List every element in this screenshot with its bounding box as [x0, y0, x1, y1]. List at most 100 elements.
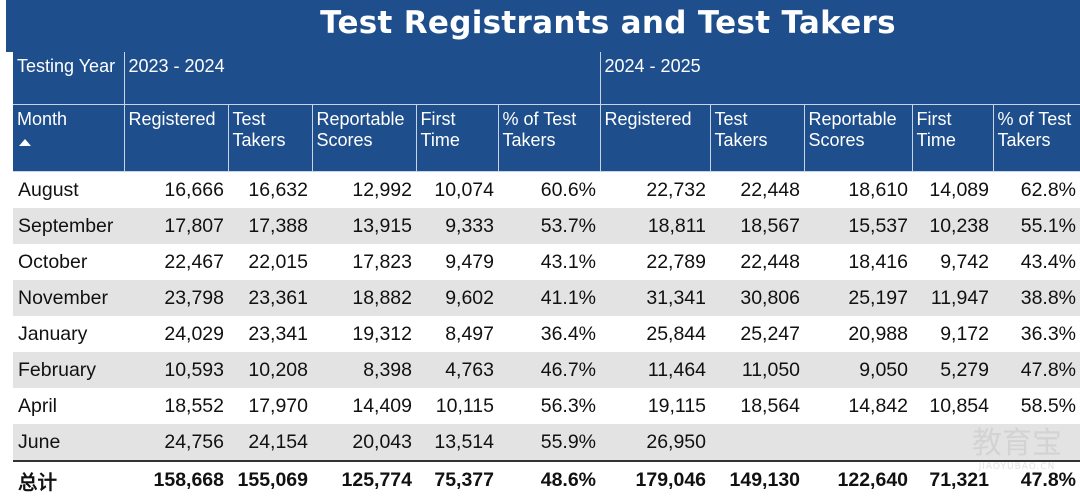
value-cell: 13,915: [312, 208, 416, 244]
value-cell: 8,497: [416, 316, 498, 352]
total-cell: 75,377: [416, 461, 498, 498]
col-first-time-1: First Time: [416, 105, 498, 172]
total-cell: 48.6%: [498, 461, 600, 498]
value-cell: [804, 424, 912, 461]
month-cell: November: [13, 280, 124, 316]
watermark-text: 教育宝: [972, 426, 1062, 461]
watermark-subtext: JIAOYUBAO.CN: [972, 462, 1062, 472]
value-cell: 12,992: [312, 172, 416, 209]
value-cell: 17,807: [124, 208, 228, 244]
value-cell: 9,479: [416, 244, 498, 280]
testing-year-label: Testing Year: [13, 52, 124, 105]
year-header-row: Testing Year 2023 - 2024 2024 - 2025: [13, 52, 1080, 105]
value-cell: 9,333: [416, 208, 498, 244]
value-cell: 18,567: [710, 208, 804, 244]
value-cell: 15,537: [804, 208, 912, 244]
month-cell: September: [13, 208, 124, 244]
data-table: Testing Year 2023 - 2024 2024 - 2025 Mon…: [13, 52, 1080, 498]
col-pct-test-takers-1: % of Test Takers: [498, 105, 600, 172]
col-first-time-2: First Time: [912, 105, 993, 172]
total-cell: 125,774: [312, 461, 416, 498]
value-cell: 22,448: [710, 172, 804, 209]
value-cell: 18,882: [312, 280, 416, 316]
month-column-header[interactable]: Month: [13, 105, 124, 172]
value-cell: 17,823: [312, 244, 416, 280]
value-cell: 17,970: [228, 388, 312, 424]
col-reportable-scores-2: Reportable Scores: [804, 105, 912, 172]
value-cell: 22,448: [710, 244, 804, 280]
value-cell: 30,806: [710, 280, 804, 316]
value-cell: 23,341: [228, 316, 312, 352]
value-cell: 8,398: [312, 352, 416, 388]
value-cell: 43.1%: [498, 244, 600, 280]
year-2024-2025-header: 2024 - 2025: [600, 52, 1080, 105]
value-cell: 10,115: [416, 388, 498, 424]
total-label: 总计: [13, 461, 124, 498]
total-cell: 158,668: [124, 461, 228, 498]
value-cell: 36.4%: [498, 316, 600, 352]
value-cell: 62.8%: [993, 172, 1080, 209]
value-cell: 23,361: [228, 280, 312, 316]
value-cell: 14,409: [312, 388, 416, 424]
page-title: Test Registrants and Test Takers: [6, 5, 1080, 41]
value-cell: 16,666: [124, 172, 228, 209]
month-cell: April: [13, 388, 124, 424]
total-cell: 155,069: [228, 461, 312, 498]
total-cell: 179,046: [600, 461, 710, 498]
value-cell: 25,197: [804, 280, 912, 316]
value-cell: 22,789: [600, 244, 710, 280]
value-cell: 36.3%: [993, 316, 1080, 352]
month-cell: June: [13, 424, 124, 461]
month-cell: January: [13, 316, 124, 352]
total-cell: 122,640: [804, 461, 912, 498]
value-cell: 25,247: [710, 316, 804, 352]
value-cell: 20,043: [312, 424, 416, 461]
value-cell: 20,988: [804, 316, 912, 352]
value-cell: 38.8%: [993, 280, 1080, 316]
col-test-takers-2: Test Takers: [710, 105, 804, 172]
value-cell: 24,756: [124, 424, 228, 461]
value-cell: 16,632: [228, 172, 312, 209]
value-cell: 56.3%: [498, 388, 600, 424]
value-cell: 46.7%: [498, 352, 600, 388]
value-cell: 9,050: [804, 352, 912, 388]
value-cell: 5,279: [912, 352, 993, 388]
value-cell: 55.1%: [993, 208, 1080, 244]
value-cell: 10,593: [124, 352, 228, 388]
value-cell: 41.1%: [498, 280, 600, 316]
value-cell: 10,074: [416, 172, 498, 209]
year-2023-2024-header: 2023 - 2024: [124, 52, 600, 105]
value-cell: 4,763: [416, 352, 498, 388]
value-cell: 18,610: [804, 172, 912, 209]
value-cell: 60.6%: [498, 172, 600, 209]
total-cell: 149,130: [710, 461, 804, 498]
value-cell: 55.9%: [498, 424, 600, 461]
value-cell: 31,341: [600, 280, 710, 316]
sort-ascending-icon[interactable]: [19, 139, 31, 146]
value-cell: 25,844: [600, 316, 710, 352]
value-cell: 9,742: [912, 244, 993, 280]
value-cell: 10,208: [228, 352, 312, 388]
col-registered-1: Registered: [124, 105, 228, 172]
value-cell: 19,312: [312, 316, 416, 352]
value-cell: [710, 424, 804, 461]
value-cell: 22,732: [600, 172, 710, 209]
value-cell: 53.7%: [498, 208, 600, 244]
month-cell: February: [13, 352, 124, 388]
value-cell: 11,947: [912, 280, 993, 316]
value-cell: 9,172: [912, 316, 993, 352]
value-cell: 9,602: [416, 280, 498, 316]
value-cell: 22,015: [228, 244, 312, 280]
col-test-takers-1: Test Takers: [228, 105, 312, 172]
value-cell: 17,388: [228, 208, 312, 244]
month-header-label: Month: [17, 109, 67, 129]
